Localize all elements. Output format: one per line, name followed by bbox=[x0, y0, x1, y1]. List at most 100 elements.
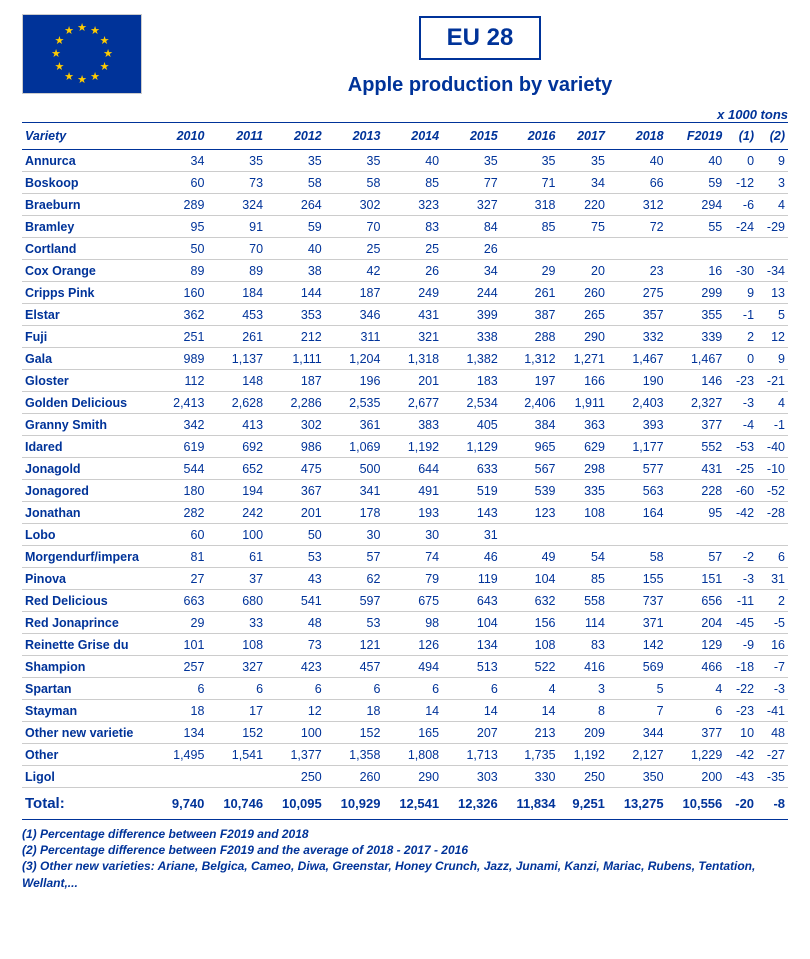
value-cell: 212 bbox=[266, 326, 325, 348]
value-cell: 66 bbox=[608, 172, 667, 194]
value-cell: 494 bbox=[383, 656, 442, 678]
value-cell: 1,069 bbox=[325, 436, 384, 458]
value-cell: 0 bbox=[725, 150, 757, 172]
value-cell: 180 bbox=[158, 480, 207, 502]
value-cell: 692 bbox=[207, 436, 266, 458]
value-cell: 558 bbox=[559, 590, 608, 612]
footnote-line: (3) Other new varieties: Ariane, Belgica… bbox=[22, 858, 788, 890]
value-cell: 72 bbox=[608, 216, 667, 238]
value-cell: 35 bbox=[442, 150, 501, 172]
value-cell: 539 bbox=[501, 480, 559, 502]
value-cell: 35 bbox=[207, 150, 266, 172]
value-cell: 12 bbox=[757, 326, 788, 348]
value-cell: 260 bbox=[325, 766, 384, 788]
value-cell: 37 bbox=[207, 568, 266, 590]
value-cell: 50 bbox=[266, 524, 325, 546]
value-cell: 16 bbox=[757, 634, 788, 656]
value-cell: 4 bbox=[757, 194, 788, 216]
value-cell: 9 bbox=[757, 150, 788, 172]
value-cell: 207 bbox=[442, 722, 501, 744]
value-cell: -29 bbox=[757, 216, 788, 238]
variety-cell: Ligol bbox=[22, 766, 158, 788]
value-cell: 361 bbox=[325, 414, 384, 436]
table-row: Jonagored180194367341491519539335563228-… bbox=[22, 480, 788, 502]
value-cell: 362 bbox=[158, 304, 207, 326]
value-cell: 7 bbox=[608, 700, 667, 722]
total-cell: 12,541 bbox=[383, 788, 442, 820]
table-row: Jonagold544652475500644633567298577431-2… bbox=[22, 458, 788, 480]
value-cell: 1,713 bbox=[442, 744, 501, 766]
value-cell: 363 bbox=[559, 414, 608, 436]
value-cell: 98 bbox=[383, 612, 442, 634]
value-cell: 1,192 bbox=[559, 744, 608, 766]
value-cell: 83 bbox=[559, 634, 608, 656]
footnote-line: (2) Percentage difference between F2019 … bbox=[22, 842, 788, 858]
table-row: Braeburn289324264302323327318220312294-6… bbox=[22, 194, 788, 216]
value-cell: 35 bbox=[501, 150, 559, 172]
value-cell: 95 bbox=[667, 502, 726, 524]
value-cell: 75 bbox=[559, 216, 608, 238]
value-cell bbox=[501, 238, 559, 260]
table-row: Boskoop60735858857771346659-123 bbox=[22, 172, 788, 194]
table-row: Fuji251261212311321338288290332339212 bbox=[22, 326, 788, 348]
value-cell: 288 bbox=[501, 326, 559, 348]
variety-cell: Elstar bbox=[22, 304, 158, 326]
value-cell: -3 bbox=[757, 678, 788, 700]
value-cell: 152 bbox=[207, 722, 266, 744]
value-cell: 416 bbox=[559, 656, 608, 678]
value-cell: 121 bbox=[325, 634, 384, 656]
value-cell: 302 bbox=[325, 194, 384, 216]
value-cell: 344 bbox=[608, 722, 667, 744]
value-cell: 1,808 bbox=[383, 744, 442, 766]
value-cell: 33 bbox=[207, 612, 266, 634]
value-cell: 2,677 bbox=[383, 392, 442, 414]
value-cell: 342 bbox=[158, 414, 207, 436]
value-cell: 38 bbox=[266, 260, 325, 282]
value-cell: 26 bbox=[442, 238, 501, 260]
variety-cell: Spartan bbox=[22, 678, 158, 700]
col-header: (1) bbox=[725, 123, 757, 150]
value-cell: 104 bbox=[501, 568, 559, 590]
value-cell: 1,192 bbox=[383, 436, 442, 458]
value-cell: 14 bbox=[501, 700, 559, 722]
value-cell: 355 bbox=[667, 304, 726, 326]
value-cell: 4 bbox=[667, 678, 726, 700]
value-cell: 95 bbox=[158, 216, 207, 238]
value-cell: 166 bbox=[559, 370, 608, 392]
value-cell: 70 bbox=[207, 238, 266, 260]
value-cell: -6 bbox=[725, 194, 757, 216]
total-cell: 13,275 bbox=[608, 788, 667, 820]
value-cell: 209 bbox=[559, 722, 608, 744]
value-cell: 100 bbox=[266, 722, 325, 744]
value-cell: 60 bbox=[158, 172, 207, 194]
value-cell: 242 bbox=[207, 502, 266, 524]
table-row: Elstar362453353346431399387265357355-15 bbox=[22, 304, 788, 326]
eu-star-icon: ★ bbox=[64, 72, 74, 82]
value-cell: 629 bbox=[559, 436, 608, 458]
header: ★★★★★★★★★★★★ EU 28 Apple production by v… bbox=[22, 10, 788, 97]
value-cell: 282 bbox=[158, 502, 207, 524]
col-header: 2015 bbox=[442, 123, 501, 150]
value-cell: 423 bbox=[266, 656, 325, 678]
value-cell: -35 bbox=[757, 766, 788, 788]
value-cell: 85 bbox=[383, 172, 442, 194]
value-cell: 1,229 bbox=[667, 744, 726, 766]
value-cell: -25 bbox=[725, 458, 757, 480]
variety-cell: Golden Delicious bbox=[22, 392, 158, 414]
value-cell: 413 bbox=[207, 414, 266, 436]
value-cell: -60 bbox=[725, 480, 757, 502]
variety-cell: Fuji bbox=[22, 326, 158, 348]
value-cell: 2,127 bbox=[608, 744, 667, 766]
value-cell: 48 bbox=[757, 722, 788, 744]
value-cell: 335 bbox=[559, 480, 608, 502]
value-cell: 0 bbox=[725, 348, 757, 370]
value-cell: -45 bbox=[725, 612, 757, 634]
value-cell: 431 bbox=[667, 458, 726, 480]
value-cell: -41 bbox=[757, 700, 788, 722]
value-cell: 104 bbox=[442, 612, 501, 634]
value-cell: 25 bbox=[325, 238, 384, 260]
value-cell: 59 bbox=[667, 172, 726, 194]
value-cell: 260 bbox=[559, 282, 608, 304]
eu-star-icon: ★ bbox=[77, 75, 87, 85]
value-cell: 58 bbox=[325, 172, 384, 194]
